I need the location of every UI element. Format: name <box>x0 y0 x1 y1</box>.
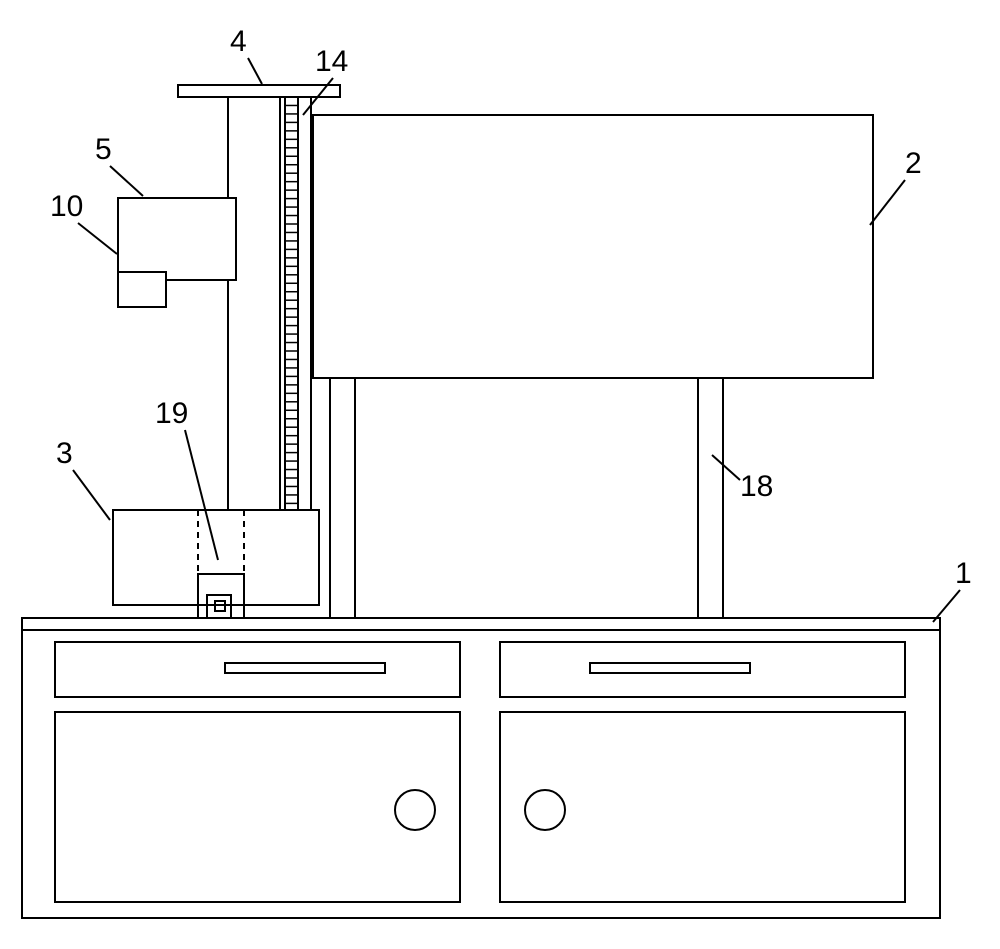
part-label-1: 1 <box>955 557 972 591</box>
part-label-14: 14 <box>315 45 348 79</box>
part-label-18: 18 <box>740 470 773 504</box>
diagram-svg <box>0 0 1000 949</box>
part-label-19: 19 <box>155 397 188 431</box>
part-label-10: 10 <box>50 190 83 224</box>
technical-diagram: 1 2 3 4 5 10 14 18 19 <box>0 0 1000 949</box>
part-label-2: 2 <box>905 147 922 181</box>
part-label-3: 3 <box>56 437 73 471</box>
part-label-5: 5 <box>95 133 112 167</box>
part-label-4: 4 <box>230 25 247 59</box>
